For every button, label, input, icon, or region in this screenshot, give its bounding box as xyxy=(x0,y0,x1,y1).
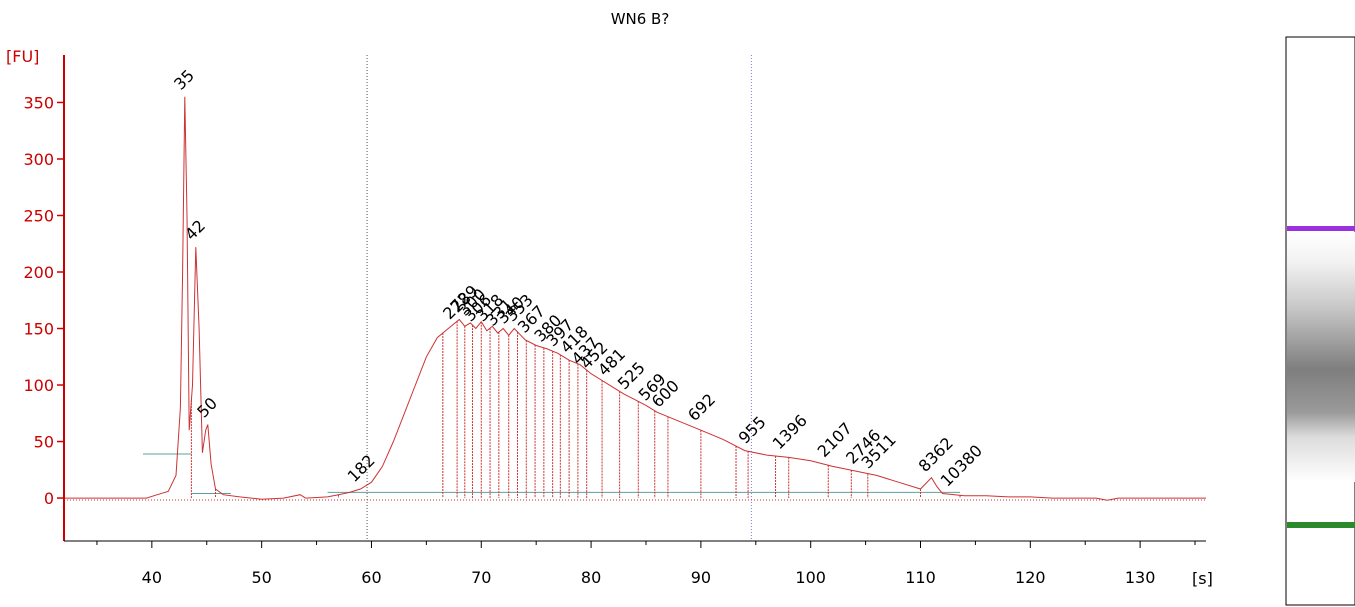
x-tick-label: 90 xyxy=(691,568,711,587)
x-axis-label: [s] xyxy=(1192,569,1213,588)
peak-label: 1396 xyxy=(769,411,811,453)
gel-lower-marker-band xyxy=(1287,522,1355,528)
y-tick-label: 200 xyxy=(23,263,54,282)
y-tick-label: 150 xyxy=(23,320,54,339)
y-tick-label: 250 xyxy=(23,206,54,225)
x-tick-label: 120 xyxy=(1015,568,1046,587)
x-tick-label: 80 xyxy=(581,568,601,587)
peak-label: 692 xyxy=(684,390,719,425)
y-tick-label: 300 xyxy=(23,150,54,169)
x-tick-label: 70 xyxy=(471,568,491,587)
y-tick-label: 0 xyxy=(44,489,54,508)
y-tick-label: 50 xyxy=(34,433,54,452)
peak-label: 182 xyxy=(344,451,379,486)
chart-title: WN6 B? xyxy=(611,10,670,28)
y-axis-label: [FU] xyxy=(6,47,39,66)
x-tick-label: 60 xyxy=(361,568,381,587)
peak-label: 35 xyxy=(170,66,198,94)
y-tick-label: 350 xyxy=(23,93,54,112)
x-tick-label: 130 xyxy=(1125,568,1156,587)
y-tick-label: 100 xyxy=(23,376,54,395)
x-tick-label: 40 xyxy=(142,568,162,587)
gel-smear xyxy=(1287,232,1355,482)
plot-area: 0 50 100 150 200 250 300 350 40 50 60 70 80 90 100 110 1… xyxy=(23,55,1206,587)
peak-label: 42 xyxy=(181,216,209,244)
peak-label: 50 xyxy=(193,394,221,422)
x-tick-label: 50 xyxy=(251,568,271,587)
gel-upper-marker-band xyxy=(1287,226,1355,231)
x-tick-label: 100 xyxy=(795,568,826,587)
gel-lane xyxy=(1285,36,1355,606)
x-tick-label: 110 xyxy=(905,568,936,587)
signal-trace xyxy=(64,96,1206,501)
peak-label: 955 xyxy=(735,412,770,447)
